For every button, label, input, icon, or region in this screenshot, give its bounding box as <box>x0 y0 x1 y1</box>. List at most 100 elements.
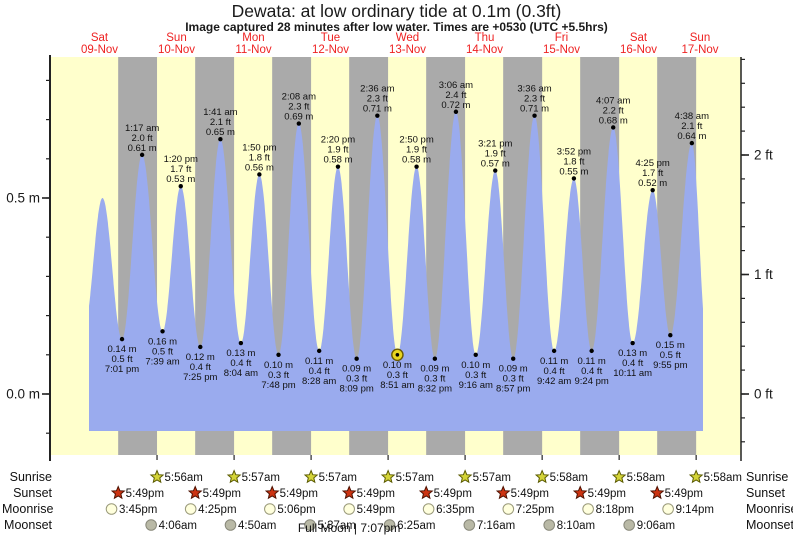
low-tide-dot <box>589 348 594 354</box>
high-tide-dot <box>453 109 459 114</box>
high-tide-annotation: 0.57 m <box>481 159 510 170</box>
day-name-label: Thu <box>475 32 495 44</box>
moonrise-time: 4:25pm <box>198 504 236 516</box>
astro-row-label-right-sunrise: Sunrise <box>746 470 789 484</box>
sunset-time: 5:49pm <box>203 488 241 500</box>
day-name-label: Sun <box>166 32 186 44</box>
page-title: Dewata: at low ordinary tide at 0.1m (0.… <box>231 1 562 21</box>
moonset-icon <box>463 519 476 531</box>
moonset-time: 8:10am <box>557 520 595 532</box>
moonset-time: 6:25am <box>397 520 435 532</box>
high-tide-annotation: 1:17 am <box>125 123 159 134</box>
sunset-time: 5:49pm <box>434 488 472 500</box>
high-tide-annotation: 1.7 ft <box>170 164 191 175</box>
sunrise-time: 5:57am <box>396 472 434 484</box>
high-tide-annotation: 0.71 m <box>363 104 392 115</box>
sunset-time: 5:49pm <box>511 488 549 500</box>
low-tide-annotation: 0.12 m <box>186 352 215 363</box>
high-tide-dot <box>689 140 695 146</box>
sunrise-icon <box>149 469 165 484</box>
low-tide-annotation: 8:09 pm <box>339 384 373 395</box>
low-tide-annotation: 0.10 m <box>461 360 490 371</box>
sunrise-icon <box>611 469 627 484</box>
astro-row-label-left-sunset: Sunset <box>13 486 52 500</box>
moonset-time: 4:50am <box>238 520 276 532</box>
low-tide-annotation: 0.11 m <box>305 356 333 367</box>
high-tide-annotation: 0.64 m <box>677 131 706 142</box>
low-tide-annotation: 8:32 pm <box>418 384 452 395</box>
day-date-label: 16-Nov <box>620 44 657 56</box>
low-tide-annotation: 7:25 pm <box>183 372 217 383</box>
high-tide-annotation: 1.9 ft <box>485 149 506 160</box>
sunrise-time: 5:57am <box>242 472 280 484</box>
right-axis-label: 0 ft <box>754 387 773 402</box>
astro-row-label-right-moonrise: Moonrise <box>746 502 793 516</box>
low-tide-annotation: 0.4 ft <box>190 362 211 373</box>
low-tide-dot <box>511 356 516 361</box>
low-tide-annotation: 7:39 am <box>145 356 179 367</box>
day-name-label: Wed <box>396 32 419 44</box>
high-tide-annotation: 4:07 am <box>596 95 630 106</box>
sunset-time: 5:49pm <box>665 488 703 500</box>
low-tide-annotation: 0.3 ft <box>465 370 486 381</box>
high-tide-annotation: 2.0 ft <box>132 133 153 144</box>
moonset-time: 4:06am <box>159 520 197 532</box>
sunset-icon <box>341 485 357 500</box>
astro-row-label-left-sunrise: Sunrise <box>9 470 52 484</box>
low-tide-annotation: 0.4 ft <box>622 358 643 369</box>
moonrise-time: 8:18pm <box>596 504 634 516</box>
moonset-icon <box>383 519 396 531</box>
high-tide-annotation: 2.4 ft <box>445 90 466 101</box>
high-tide-dot <box>178 184 183 189</box>
moonrise-icon <box>264 503 276 515</box>
moonrise-icon <box>105 503 118 515</box>
high-tide-annotation: 0.58 m <box>402 155 431 166</box>
low-tide-annotation: 0.13 m <box>226 348 255 359</box>
sunrise-time: 5:58am <box>627 472 665 484</box>
low-tide-annotation: 0.13 m <box>618 348 647 359</box>
low-tide-annotation: 0.4 ft <box>230 358 251 369</box>
sunset-time: 5:49pm <box>126 488 164 500</box>
sunset-icon <box>110 485 126 500</box>
high-tide-annotation: 0.61 m <box>128 143 157 154</box>
high-tide-annotation: 0.72 m <box>441 100 470 111</box>
low-tide-annotation: 0.09 m <box>499 364 528 375</box>
high-tide-annotation: 3:21 pm <box>478 139 512 150</box>
high-tide-dot <box>650 187 655 193</box>
moonset-time: 9:06am <box>637 520 675 532</box>
sunset-icon <box>649 485 665 500</box>
high-tide-dot <box>532 113 537 118</box>
tide-curve <box>89 111 703 432</box>
low-tide-annotation: 0.3 ft <box>503 374 524 385</box>
high-tide-annotation: 2:20 pm <box>321 135 355 146</box>
astro-row-label-left-moonset: Moonset <box>4 518 52 532</box>
low-tide-annotation: 7:01 pm <box>105 364 139 375</box>
low-tide-annotation: 0.15 m <box>656 340 685 351</box>
high-tide-annotation: 1.8 ft <box>563 156 584 167</box>
high-tide-dot <box>375 113 380 118</box>
high-tide-annotation: 0.55 m <box>559 166 588 177</box>
low-tide-annotation: 0.4 ft <box>309 366 330 377</box>
astro-row-label-right-sunset: Sunset <box>746 486 785 500</box>
high-tide-annotation: 2.1 ft <box>210 117 231 128</box>
low-tide-annotation: 0.4 ft <box>581 366 602 377</box>
low-tide-annotation: 0.10 m <box>383 360 412 371</box>
day-name-label: Sat <box>630 32 648 44</box>
low-tide-dot <box>432 356 438 361</box>
sunset-icon <box>495 485 511 500</box>
sunrise-icon <box>688 469 704 484</box>
high-tide-dot <box>611 125 616 130</box>
low-tide-annotation: 0.4 ft <box>544 366 565 377</box>
full-moon-label: Full Moon | 7:07pm <box>298 521 401 535</box>
high-tide-dot <box>218 137 223 142</box>
sunset-icon <box>187 485 203 500</box>
high-tide-dot <box>335 164 341 169</box>
high-tide-annotation: 3:52 pm <box>557 146 591 157</box>
low-tide-annotation: 8:51 am <box>380 380 414 391</box>
sunrise-icon <box>534 469 550 484</box>
day-date-label: 12-Nov <box>312 44 349 56</box>
high-tide-annotation: 3:06 am <box>439 80 473 91</box>
high-tide-annotation: 1.9 ft <box>406 145 427 156</box>
high-tide-dot <box>414 164 419 169</box>
low-tide-annotation: 0.09 m <box>342 364 371 375</box>
